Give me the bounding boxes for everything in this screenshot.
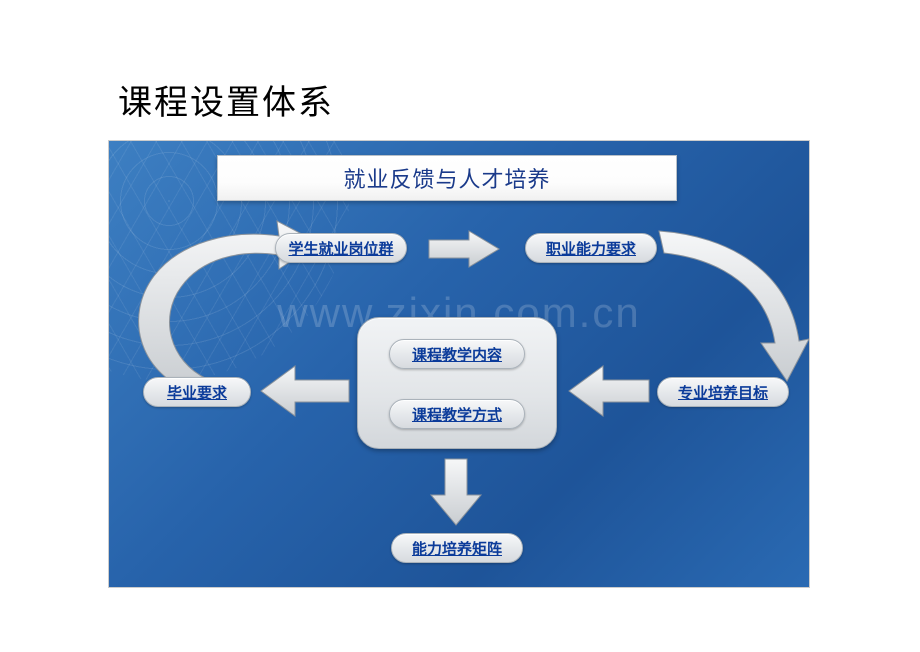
arrow-center-to-grad	[261, 366, 349, 416]
node-course-content[interactable]: 课程教学内容	[389, 339, 525, 369]
node-label: 课程教学方式	[412, 404, 502, 425]
node-label: 能力培养矩阵	[412, 538, 502, 559]
node-label: 毕业要求	[167, 382, 227, 403]
node-pro-goal[interactable]: 专业培养目标	[657, 377, 789, 407]
node-matrix[interactable]: 能力培养矩阵	[391, 533, 523, 563]
node-course-method[interactable]: 课程教学方式	[389, 399, 525, 429]
arrow-student-to-vocational	[429, 231, 499, 267]
arrow-center-to-matrix	[431, 459, 481, 525]
diagram-title-card: 就业反馈与人才培养	[217, 155, 677, 201]
diagram-area: www.zixin.com.cn 就业反馈与人才培养	[108, 140, 810, 588]
node-label: 学生就业岗位群	[288, 238, 393, 259]
node-grad-req[interactable]: 毕业要求	[143, 377, 251, 407]
diagram-title-text: 就业反馈与人才培养	[343, 162, 550, 194]
node-label: 专业培养目标	[678, 382, 768, 403]
center-box	[357, 317, 557, 449]
page-title: 课程设置体系	[118, 75, 334, 124]
node-label: 职业能力要求	[546, 238, 636, 259]
arrow-vocational-to-progoal	[649, 231, 809, 391]
node-label: 课程教学内容	[412, 344, 502, 365]
node-vocational-req[interactable]: 职业能力要求	[525, 233, 657, 263]
node-student-jobs[interactable]: 学生就业岗位群	[275, 233, 407, 263]
arrow-progoal-to-center	[569, 366, 649, 416]
